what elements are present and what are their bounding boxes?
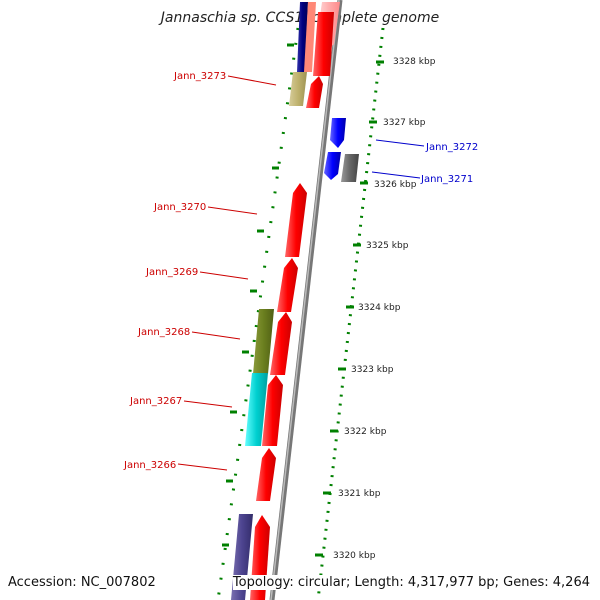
gene-jann-3268b[interactable]: [270, 312, 292, 375]
leader-jann-3271: [371, 171, 421, 179]
leader-jann-3272: [375, 139, 425, 147]
gene-jann-3268[interactable]: [253, 309, 274, 374]
gene-jann-3271-blue[interactable]: [324, 152, 341, 180]
gene-label-jann-3270[interactable]: Jann_3270: [153, 202, 206, 213]
scale-label: 3320 kbp: [333, 551, 376, 561]
leader-jann-3267: [183, 400, 233, 408]
leader-jann-3269: [199, 271, 249, 280]
scale-ring-inner: [216, 27, 300, 600]
leader-jann-3273: [227, 75, 277, 86]
scale-label: 3328 kbp: [393, 57, 436, 67]
gene-jann-3270[interactable]: [285, 183, 307, 257]
gene-jann-3269[interactable]: [277, 258, 298, 312]
scale-label: 3324 kbp: [358, 303, 401, 313]
scale-label: 3325 kbp: [366, 241, 409, 251]
scale-label: 3323 kbp: [351, 365, 394, 375]
scale-label: 3326 kbp: [374, 180, 417, 190]
leader-jann-3266: [177, 463, 228, 471]
gene-jann-3272[interactable]: [330, 118, 346, 148]
scale-label: 3327 kbp: [383, 118, 426, 128]
scale-ticks: [222, 43, 384, 557]
gene-jann-3271[interactable]: [341, 154, 359, 182]
scale-label: 3321 kbp: [338, 489, 381, 499]
gene-label-jann-3269[interactable]: Jann_3269: [145, 267, 198, 278]
gene-label-jann-3268[interactable]: Jann_3268: [137, 327, 190, 338]
gene-label-jann-3273[interactable]: Jann_3273: [173, 71, 226, 82]
leader-jann-3268: [191, 331, 241, 340]
gene-label-jann-3266[interactable]: Jann_3266: [123, 460, 176, 471]
gene-jann-3266[interactable]: [256, 448, 276, 501]
gene-top-red-b[interactable]: [306, 76, 323, 108]
accession-label: Accession: NC_007802: [8, 575, 156, 590]
gene-jann-3267b[interactable]: [262, 375, 283, 446]
genome-backbone-highlight: [270, 0, 340, 600]
leader-jann-3270: [207, 206, 258, 215]
genome-backbone: [269, 0, 343, 600]
gene-top-salmon[interactable]: [304, 2, 316, 72]
topology-label: Topology: circular; Length: 4,317,977 bp…: [232, 575, 590, 590]
gene-label-jann-3271[interactable]: Jann_3271: [420, 174, 473, 185]
gene-label-jann-3272[interactable]: Jann_3272: [425, 142, 478, 153]
gene-top-red-a[interactable]: [313, 12, 334, 76]
gene-label-jann-3267[interactable]: Jann_3267: [129, 396, 182, 407]
gene-jann-3267[interactable]: [245, 373, 268, 446]
scale-label: 3322 kbp: [344, 427, 387, 437]
gene-jann-3273[interactable]: [289, 72, 307, 106]
